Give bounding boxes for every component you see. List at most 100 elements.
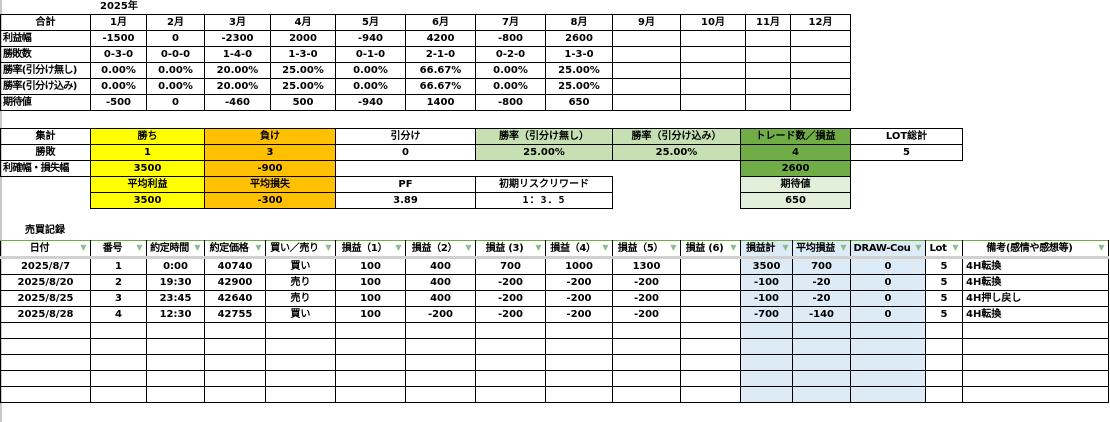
table-cell[interactable] — [146, 386, 205, 403]
agg-avg-win[interactable]: 3500 — [90, 192, 205, 209]
table-cell[interactable]: 700 — [475, 257, 546, 275]
table-cell[interactable] — [962, 322, 1109, 339]
agg-winrate-draw[interactable]: 25.00% — [612, 144, 741, 161]
table-cell[interactable]: 400 — [405, 274, 476, 291]
monthly-cell[interactable]: -2300 — [204, 30, 271, 47]
table-cell[interactable] — [204, 322, 266, 339]
filter-icon[interactable]: ▼ — [602, 243, 609, 252]
monthly-cell[interactable] — [790, 94, 851, 111]
table-cell[interactable]: 2025/8/28 — [0, 306, 91, 323]
monthly-cell[interactable] — [612, 94, 681, 111]
table-cell[interactable]: -200 — [545, 290, 613, 307]
column-header[interactable]: Lot ▼ — [925, 240, 963, 259]
table-cell[interactable] — [0, 338, 91, 355]
table-cell[interactable]: -100 — [740, 274, 793, 291]
table-cell[interactable]: 0 — [850, 290, 926, 307]
table-cell[interactable] — [850, 386, 926, 403]
table-cell[interactable] — [146, 370, 205, 387]
table-cell[interactable]: 4 — [90, 306, 147, 323]
table-cell[interactable]: 4H転換 — [962, 274, 1109, 291]
monthly-cell[interactable]: -940 — [335, 94, 406, 111]
table-cell[interactable] — [475, 354, 546, 371]
table-cell[interactable] — [146, 338, 205, 355]
table-cell[interactable] — [405, 370, 476, 387]
column-header[interactable]: 損益 (3) ▼ — [475, 240, 546, 259]
monthly-header-cell[interactable]: 3月 — [204, 14, 271, 31]
table-cell[interactable] — [405, 338, 476, 355]
table-cell[interactable]: 19:30 — [146, 274, 205, 291]
table-cell[interactable] — [545, 354, 613, 371]
monthly-cell[interactable]: 0 — [146, 30, 205, 47]
table-cell[interactable] — [612, 386, 681, 403]
monthly-cell[interactable]: 0.00% — [475, 78, 546, 95]
monthly-cell[interactable]: 1400 — [405, 94, 476, 111]
monthly-cell[interactable]: 0.00% — [146, 78, 205, 95]
table-cell[interactable] — [265, 338, 336, 355]
agg-range-label[interactable]: 利確幅・損失幅 — [0, 160, 91, 177]
table-cell[interactable] — [792, 354, 851, 371]
column-header[interactable]: 約定時間 ▼ — [146, 240, 205, 259]
monthly-header-cell[interactable]: 5月 — [335, 14, 406, 31]
table-cell[interactable] — [962, 370, 1109, 387]
table-cell[interactable] — [792, 386, 851, 403]
table-cell[interactable]: -100 — [740, 290, 793, 307]
table-cell[interactable]: 40740 — [204, 257, 266, 275]
table-cell[interactable]: 700 — [792, 257, 851, 275]
monthly-cell[interactable]: 0.00% — [90, 78, 147, 95]
table-cell[interactable] — [265, 322, 336, 339]
column-header[interactable]: 約定価格 ▼ — [204, 240, 266, 259]
column-header[interactable]: DRAW-Cou ▼ — [850, 240, 926, 259]
monthly-row-label[interactable]: 勝率(引分け無し) — [0, 62, 91, 79]
table-cell[interactable] — [0, 370, 91, 387]
table-cell[interactable]: -200 — [475, 274, 546, 291]
table-cell[interactable] — [680, 338, 741, 355]
monthly-cell[interactable]: 0.00% — [146, 62, 205, 79]
table-cell[interactable] — [740, 386, 793, 403]
table-cell[interactable] — [680, 386, 741, 403]
table-cell[interactable] — [612, 354, 681, 371]
monthly-cell[interactable] — [680, 30, 746, 47]
empty-cell[interactable] — [851, 177, 963, 193]
table-cell[interactable] — [612, 322, 681, 339]
agg-wins[interactable]: 1 — [90, 144, 205, 161]
table-cell[interactable]: 5 — [925, 274, 963, 291]
monthly-cell[interactable]: 2000 — [270, 30, 336, 47]
monthly-cell[interactable]: 1-3-0 — [545, 46, 613, 63]
monthly-header-cell[interactable]: 4月 — [270, 14, 336, 31]
table-cell[interactable] — [204, 370, 266, 387]
monthly-cell[interactable]: 25.00% — [270, 62, 336, 79]
agg-win-range[interactable]: 3500 — [90, 160, 205, 177]
agg-header-lot[interactable]: LOT総計 — [850, 128, 963, 145]
monthly-cell[interactable]: 66.67% — [405, 78, 476, 95]
monthly-cell[interactable]: 20.00% — [204, 78, 271, 95]
monthly-header-cell[interactable]: 7月 — [475, 14, 546, 31]
monthly-cell[interactable]: 25.00% — [545, 62, 613, 79]
table-cell[interactable] — [146, 354, 205, 371]
table-cell[interactable] — [850, 370, 926, 387]
monthly-cell[interactable]: 20.00% — [204, 62, 271, 79]
table-cell[interactable]: 2025/8/25 — [0, 290, 91, 307]
table-cell[interactable] — [204, 386, 266, 403]
table-cell[interactable] — [265, 386, 336, 403]
agg-header-winrate-draw[interactable]: 勝率（引分け込み） — [612, 128, 741, 145]
table-cell[interactable] — [680, 306, 741, 323]
table-cell[interactable] — [792, 322, 851, 339]
monthly-cell[interactable]: 500 — [270, 94, 336, 111]
table-cell[interactable] — [740, 338, 793, 355]
table-cell[interactable] — [545, 322, 613, 339]
monthly-cell[interactable] — [612, 78, 681, 95]
monthly-cell[interactable] — [612, 30, 681, 47]
column-header[interactable]: 損益（5） ▼ — [612, 240, 681, 259]
table-cell[interactable]: -200 — [612, 274, 681, 291]
monthly-cell[interactable]: -460 — [204, 94, 271, 111]
table-cell[interactable]: 売り — [265, 290, 336, 307]
empty-cell[interactable] — [476, 161, 613, 177]
table-cell[interactable]: 42900 — [204, 274, 266, 291]
agg-header-loss[interactable]: 負け — [204, 128, 336, 145]
monthly-cell[interactable] — [612, 62, 681, 79]
monthly-cell[interactable]: 0.00% — [335, 78, 406, 95]
table-cell[interactable]: 0 — [850, 306, 926, 323]
agg-rr[interactable]: 1：3．5 — [475, 192, 613, 209]
monthly-cell[interactable] — [680, 78, 746, 95]
table-cell[interactable]: 400 — [405, 290, 476, 307]
